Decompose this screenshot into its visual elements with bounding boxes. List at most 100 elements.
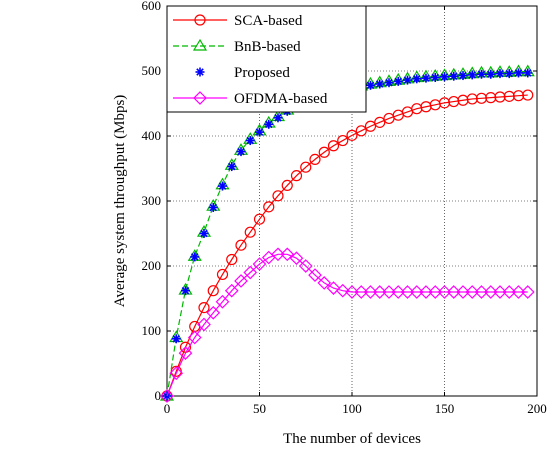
x-axis-label: The number of devices	[283, 431, 421, 447]
data-point-proposed	[384, 78, 394, 88]
data-point-proposed	[208, 203, 218, 212]
data-point-sca-based	[466, 93, 478, 105]
data-point-ofdma-based	[224, 283, 239, 298]
data-point-ofdma-based	[428, 285, 443, 299]
asterisk-stroke	[237, 147, 245, 156]
asterisk-stroke	[440, 73, 449, 81]
asterisk-stroke	[227, 162, 236, 171]
ticks-layer: 0 50 100 150 200 0 100 200 300 400 500 600	[142, 0, 547, 416]
asterisk-stroke	[264, 120, 273, 129]
data-point-proposed	[449, 71, 459, 81]
data-point-proposed	[458, 71, 468, 81]
asterisk-stroke	[403, 76, 412, 84]
data-point-ofdma-based	[437, 285, 452, 299]
grid-layer	[167, 6, 537, 396]
data-point-ofdma-based	[335, 283, 350, 298]
asterisk-stroke	[523, 69, 532, 77]
data-point-sca-based	[355, 125, 367, 137]
data-point-ofdma-based	[419, 285, 433, 299]
data-point-ofdma-based	[345, 285, 359, 299]
asterisk-stroke	[514, 69, 523, 77]
data-point-proposed	[440, 72, 449, 82]
data-point-proposed	[514, 68, 523, 78]
data-point-sca-based	[364, 120, 377, 132]
data-point-proposed	[412, 74, 422, 84]
data-point-ofdma-based	[178, 346, 193, 360]
y-axis-label: Average system throughput (Mbps)	[112, 95, 128, 308]
data-point-proposed	[523, 68, 533, 78]
series-layer	[159, 64, 535, 403]
data-point-proposed	[495, 69, 505, 79]
data-point-sca-based	[263, 201, 275, 213]
series-proposed	[162, 68, 533, 401]
data-point-sca-based	[235, 239, 247, 251]
y-tick-label: 200	[142, 258, 162, 273]
data-point-sca-based	[290, 170, 303, 182]
data-point-sca-based	[207, 285, 219, 297]
data-point-sca-based	[512, 90, 525, 102]
data-point-ofdma-based	[160, 389, 174, 403]
data-point-sca-based	[522, 89, 534, 101]
data-point-sca-based	[475, 92, 488, 104]
asterisk-stroke	[366, 81, 375, 90]
data-point-ofdma-based	[197, 317, 211, 332]
data-point-sca-based	[337, 134, 349, 147]
asterisk-stroke	[394, 77, 403, 86]
data-point-proposed	[245, 136, 255, 146]
data-point-proposed	[504, 69, 514, 79]
y-tick-label: 400	[142, 128, 162, 143]
data-point-ofdma-based	[326, 281, 341, 295]
asterisk-stroke	[181, 286, 190, 295]
x-tick-label: 100	[342, 401, 362, 416]
data-point-proposed	[273, 113, 283, 123]
asterisk-stroke	[375, 80, 384, 88]
asterisk-stroke	[477, 70, 486, 79]
legend-entry-ofdma-based: OFDMA-based	[173, 91, 328, 107]
data-point-ofdma-based	[308, 268, 322, 282]
data-point-proposed	[264, 119, 274, 129]
legend-label-ofdma-based: OFDMA-based	[234, 91, 328, 107]
data-point-proposed	[421, 73, 431, 83]
series-line-ofdma-based	[166, 253, 528, 397]
legend-entry-bnb-based: BnB-based	[173, 38, 301, 55]
y-tick-label: 500	[142, 63, 162, 78]
data-point-proposed	[171, 334, 181, 344]
data-point-sca-based	[253, 213, 266, 225]
legend-label-sca-based: SCA-based	[234, 13, 303, 29]
data-point-ofdma-based	[252, 257, 267, 271]
data-point-ofdma-based	[363, 285, 378, 299]
asterisk-stroke	[172, 335, 181, 343]
data-point-ofdma-based	[511, 285, 526, 299]
data-point-proposed	[467, 70, 477, 80]
data-point-ofdma-based	[298, 259, 313, 273]
x-tick-label: 200	[527, 401, 547, 416]
y-tick-label: 0	[155, 388, 162, 403]
data-point-ofdma-based	[215, 294, 230, 309]
data-point-ofdma-based	[169, 366, 184, 381]
asterisk-stroke	[190, 253, 199, 261]
data-point-ofdma-based	[400, 285, 415, 299]
data-point-sca-based	[216, 268, 229, 281]
asterisk-stroke	[218, 182, 227, 190]
data-point-ofdma-based	[456, 285, 470, 299]
x-tick-label: 0	[164, 401, 171, 416]
data-point-ofdma-based	[354, 285, 369, 299]
data-point-ofdma-based	[409, 285, 424, 299]
y-tick-label: 300	[142, 193, 162, 208]
data-point-ofdma-based	[280, 247, 295, 262]
asterisk-stroke	[505, 69, 514, 78]
data-point-ofdma-based	[317, 276, 332, 290]
data-point-proposed	[190, 252, 200, 262]
asterisk-stroke	[196, 68, 204, 76]
data-point-proposed	[477, 69, 486, 79]
data-point-proposed	[486, 69, 496, 79]
data-point-sca-based	[281, 179, 293, 191]
data-point-ofdma-based	[382, 285, 396, 299]
data-point-ofdma-based	[520, 285, 535, 299]
data-point-sca-based	[374, 116, 386, 128]
data-point-ofdma-based	[493, 285, 507, 299]
data-point-sca-based	[485, 92, 497, 104]
data-point-sca-based	[318, 146, 330, 158]
asterisk-stroke	[468, 71, 477, 79]
data-point-ofdma-based	[391, 285, 406, 299]
